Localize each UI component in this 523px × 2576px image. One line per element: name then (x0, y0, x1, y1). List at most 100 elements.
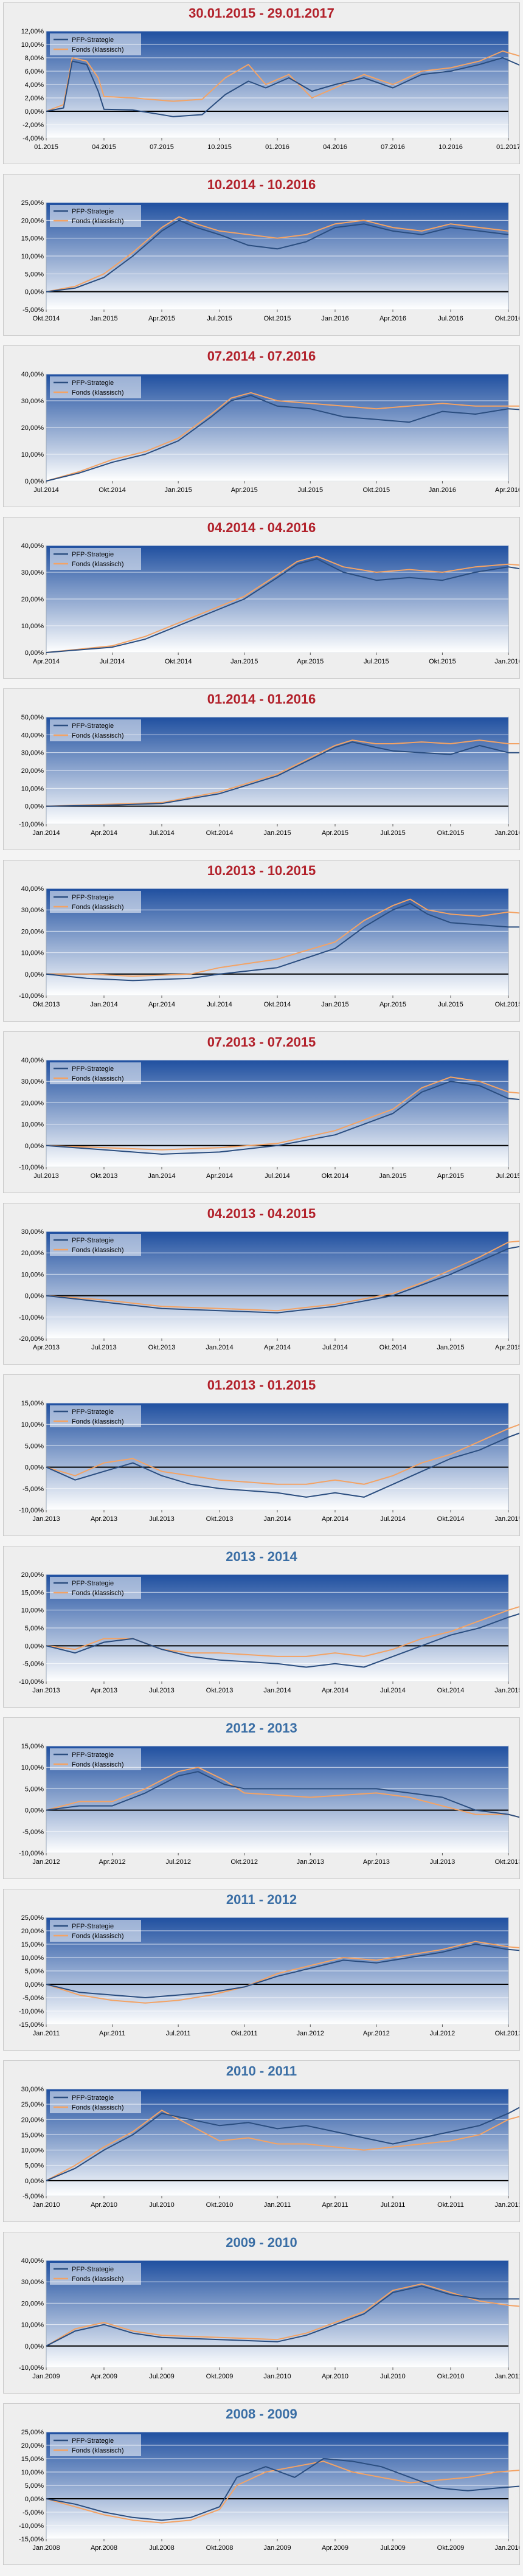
y-tick-label: 25,00% (21, 199, 44, 207)
chart-panel: 07.2014 - 07.2016 0,00% 10,00% 20,00% 30,00%… (3, 345, 520, 507)
x-tick-label: Jul.2012 (430, 2030, 455, 2037)
y-tick-label: 10,00% (21, 1764, 44, 1771)
x-tick-label: Jul.2008 (149, 2544, 175, 2552)
legend-label-strategy: PFP-Strategie (72, 722, 114, 730)
x-tick-label: Okt.2014 (206, 829, 234, 837)
x-tick-label: Jan.2011 (264, 2201, 291, 2209)
x-tick-label: Apr.2011 (322, 2201, 348, 2209)
series-line-fonds (46, 739, 519, 807)
y-tick-label: -10,00% (19, 2522, 44, 2530)
x-tick-label: Okt.2016 (495, 315, 519, 322)
legend: PFP-Strategie Fonds (klassisch) (50, 891, 141, 913)
x-tick-label: Apr.2010 (322, 2373, 348, 2380)
legend-label-fonds: Fonds (klassisch) (72, 2104, 124, 2111)
y-tick-label: 0,00% (25, 1981, 44, 1989)
y-tick-label: 40,00% (21, 885, 44, 893)
legend-box (50, 1234, 141, 1256)
y-tick-label: 15,00% (21, 1941, 44, 1948)
y-tick-label: -15,00% (19, 2021, 44, 2029)
series-line-fonds (46, 50, 519, 112)
legend-label-strategy: PFP-Strategie (72, 2266, 114, 2273)
legend-label-fonds: Fonds (klassisch) (72, 561, 124, 568)
series-line-fonds (46, 555, 519, 653)
x-tick-label: Apr.2014 (91, 829, 117, 837)
x-tick-label: Jan.2014 (206, 1344, 233, 1351)
chart-panel: 2008 - 2009 -15,00% -10,00% -5,00% 0,00% 5,00… (3, 2403, 520, 2565)
y-tick-label: 0,00% (25, 289, 44, 296)
series-line-fonds (46, 392, 519, 482)
legend-label-fonds: Fonds (klassisch) (72, 218, 124, 225)
legend-box (50, 1577, 141, 1599)
y-tick-label: 0,00% (25, 478, 44, 485)
x-tick-label: Jan.2009 (32, 2373, 60, 2380)
y-tick-label: 6,00% (25, 68, 44, 75)
x-tick-label: Apr.2013 (91, 1687, 117, 1694)
legend-label-strategy: PFP-Strategie (72, 208, 114, 215)
y-tick-label: 40,00% (21, 542, 44, 550)
chart-title: 2011 - 2012 (226, 1892, 297, 1907)
x-tick-label: Jan.2010 (32, 2201, 60, 2209)
x-tick-label: 10.2015 (207, 144, 232, 151)
y-tick-label: 12,00% (21, 28, 44, 35)
x-tick-label: Jul.2013 (430, 1858, 455, 1866)
legend-label-strategy: PFP-Strategie (72, 1751, 114, 1759)
chart-title: 2009 - 2010 (226, 2235, 297, 2250)
y-tick-label: 20,00% (21, 2442, 44, 2450)
legend-box (50, 33, 141, 55)
y-tick-label: -10,00% (19, 2008, 44, 2015)
legend-label-strategy: PFP-Strategie (72, 551, 114, 558)
x-tick-label: Okt.2009 (206, 2373, 234, 2380)
x-tick-label: Apr.2016 (379, 315, 406, 322)
x-tick-label: Apr.2014 (264, 1344, 291, 1351)
series-line-strategie (46, 1432, 519, 1498)
series-line-fonds (46, 216, 509, 293)
legend-label-fonds: Fonds (klassisch) (72, 1075, 124, 1082)
x-tick-label: Apr.2010 (91, 2201, 117, 2209)
x-tick-label: Apr.2012 (363, 2030, 390, 2037)
legend-box (50, 2091, 141, 2113)
series-line-fonds (46, 2460, 519, 2524)
legend-box (50, 376, 141, 398)
x-tick-label: Jul.2010 (149, 2201, 175, 2209)
y-tick-label: -10,00% (19, 1164, 44, 1171)
line-chart: -10,00% 0,00% 10,00% 20,00% 30,00% 40,00% Okt.… (19, 885, 519, 1008)
x-tick-label: Jan.2015 (494, 1515, 519, 1523)
legend-box (50, 1405, 141, 1427)
x-tick-label: Apr.2015 (148, 315, 175, 322)
x-tick-label: Jan.2014 (32, 829, 60, 837)
x-tick-label: 04.2016 (323, 144, 347, 151)
legend-box (50, 891, 141, 913)
y-tick-label: 0,00% (25, 1807, 44, 1815)
x-tick-label: Jan.2015 (165, 486, 192, 494)
x-tick-label: Jul.2011 (381, 2201, 406, 2209)
y-tick-label: 40,00% (21, 1057, 44, 1064)
chart-title: 2008 - 2009 (226, 2406, 297, 2422)
x-tick-label: Jan.2015 (437, 1344, 464, 1351)
chart-panel: 01.2014 - 01.2016 -10,00% 0,00% 10,00% 20,00… (3, 688, 520, 850)
x-tick-label: Apr.2014 (322, 1687, 348, 1694)
series-line-fonds (46, 1240, 519, 1312)
series-line-fonds (46, 1076, 519, 1151)
x-tick-label: Jan.2013 (32, 1515, 60, 1523)
x-tick-label: Okt.2015 (363, 486, 390, 494)
x-tick-label: Jul.2013 (91, 1344, 117, 1351)
x-tick-label: Apr.2015 (297, 658, 324, 665)
y-tick-label: 5,00% (25, 1625, 44, 1632)
y-tick-label: 10,00% (21, 1955, 44, 1962)
chart-title: 10.2014 - 10.2016 (207, 177, 316, 192)
x-tick-label: Okt.2010 (437, 2373, 465, 2380)
chart-panel: 04.2014 - 04.2016 0,00% 10,00% 20,00% 30,00%… (3, 517, 520, 679)
series-line-strategie (46, 57, 519, 117)
y-tick-label: 50,00% (21, 714, 44, 721)
y-tick-label: -4,00% (23, 135, 44, 142)
y-tick-label: 0,00% (25, 971, 44, 978)
legend: PFP-Strategie Fonds (klassisch) (50, 1405, 141, 1427)
x-tick-label: Jan.2016 (494, 658, 519, 665)
x-tick-label: 07.2016 (381, 144, 405, 151)
series-line-strategie (46, 395, 519, 482)
x-tick-label: Jul.2014 (207, 1001, 232, 1008)
legend-label-strategy: PFP-Strategie (72, 36, 114, 44)
x-tick-label: Jan.2016 (321, 315, 348, 322)
x-tick-label: Okt.2009 (437, 2544, 465, 2552)
